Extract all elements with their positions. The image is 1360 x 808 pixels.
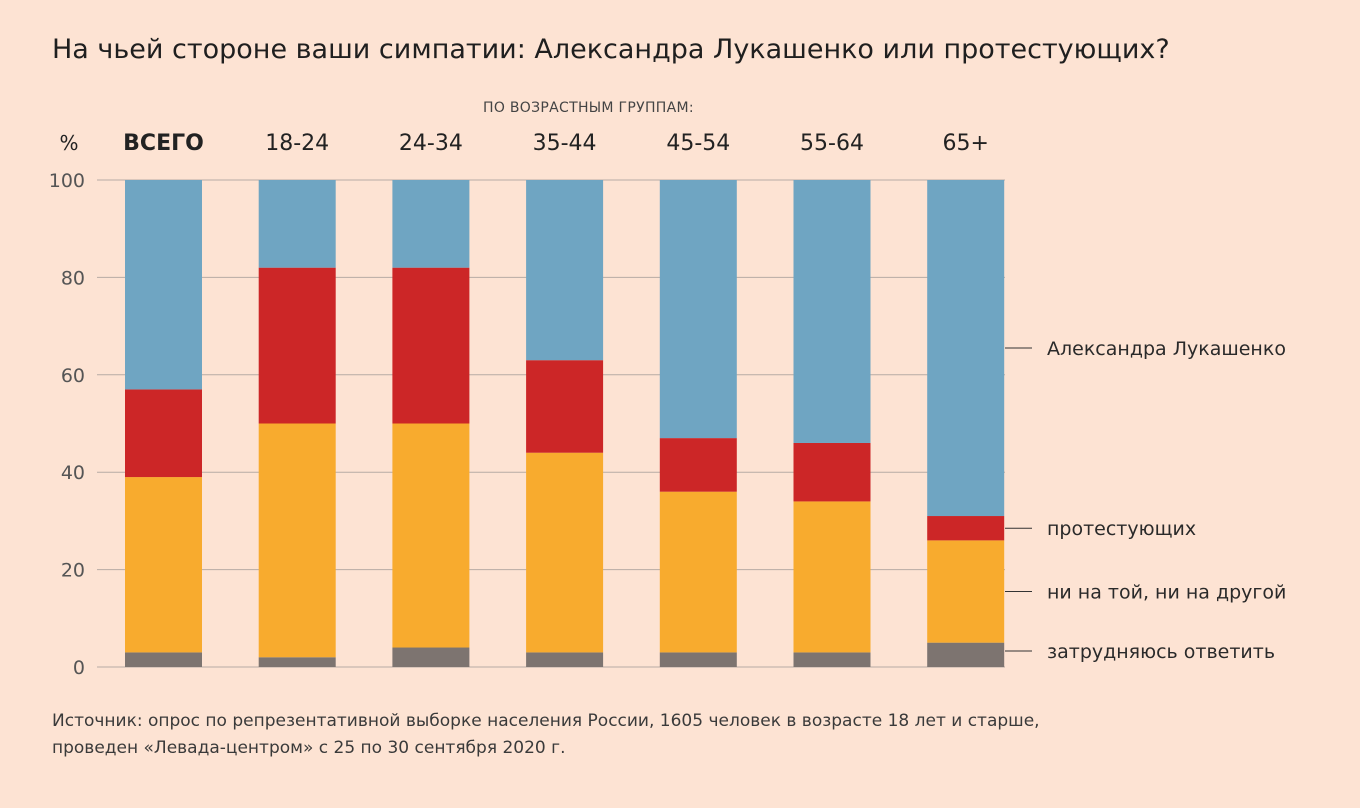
bar-segment-65+-0 [927, 642, 1005, 667]
x-category-label-0: ВСЕГО [123, 131, 204, 156]
source-note: Источник: опрос по репрезентативной выбо… [52, 708, 1302, 762]
x-category-label-1: 18-24 [265, 131, 329, 156]
y-tick-label-100: 100 [49, 170, 85, 192]
bar-segment-ВСЕГО-2 [125, 389, 202, 478]
legend-label-0: затрудняюсь ответить [1047, 641, 1275, 663]
bar-segment-55-64-0 [793, 652, 871, 667]
bar-segment-18-24-1 [258, 423, 336, 658]
legend-label-2: протестующих [1047, 518, 1196, 540]
y-tick-label-80: 80 [61, 267, 85, 289]
bar-segment-24-34-2 [392, 267, 470, 424]
x-category-label-3: 35-44 [533, 131, 597, 156]
x-category-label-2: 24-34 [399, 131, 463, 156]
bar-segment-45-54-1 [659, 491, 737, 653]
stacked-bar-chart: 0 20 40 60 80 100% ВСЕГО 18-24 24-34 35-44 45-54 55… [49, 131, 1287, 679]
bar-segment-ВСЕГО-3 [125, 180, 202, 390]
x-category-label-5: 55-64 [800, 131, 864, 156]
bar-segment-45-54-0 [659, 652, 737, 667]
bar-segment-ВСЕГО-1 [125, 477, 202, 653]
bar-segment-45-54-2 [659, 438, 737, 492]
y-tick-label-60: 60 [61, 365, 85, 387]
y-unit-label: % [59, 131, 78, 155]
x-category-label-4: 45-54 [666, 131, 730, 156]
bar-segment-ВСЕГО-0 [125, 652, 202, 667]
bar-segment-45-54-3 [659, 180, 737, 439]
legend-label-3: Александра Лукашенко [1047, 338, 1286, 360]
bar-segment-65+-3 [927, 180, 1005, 517]
bar-segment-35-44-0 [526, 652, 604, 667]
bar-segment-18-24-0 [258, 657, 336, 667]
bar-segment-24-34-1 [392, 423, 470, 648]
bar-segment-35-44-2 [526, 360, 604, 453]
bar-segment-24-34-0 [392, 647, 470, 667]
source-line-2: проведен «Левада-центром» с 25 по 30 сен… [52, 738, 566, 758]
bar-segment-55-64-2 [793, 442, 871, 502]
bar-segment-55-64-1 [793, 501, 871, 653]
source-line-1: Источник: опрос по репрезентативной выбо… [52, 711, 1040, 731]
bar-segment-65+-1 [927, 540, 1005, 643]
bar-segment-18-24-3 [258, 180, 336, 268]
bar-segment-24-34-3 [392, 180, 470, 268]
bar-segment-35-44-3 [526, 180, 604, 361]
x-category-label-6: 65+ [942, 131, 988, 156]
y-tick-label-0: 0 [73, 657, 85, 679]
chart-title: На чьей стороне ваши симпатии: Александр… [52, 34, 1170, 65]
bar-segment-18-24-2 [258, 267, 336, 424]
chart-subtitle: ПО ВОЗРАСТНЫМ ГРУППАМ: [483, 100, 694, 116]
y-tick-label-20: 20 [61, 560, 85, 582]
y-tick-label-40: 40 [61, 462, 85, 484]
legend-label-1: ни на той, ни на другой [1047, 582, 1286, 604]
bar-segment-55-64-3 [793, 180, 871, 443]
bar-segment-35-44-1 [526, 452, 604, 653]
bar-segment-65+-2 [927, 516, 1005, 541]
